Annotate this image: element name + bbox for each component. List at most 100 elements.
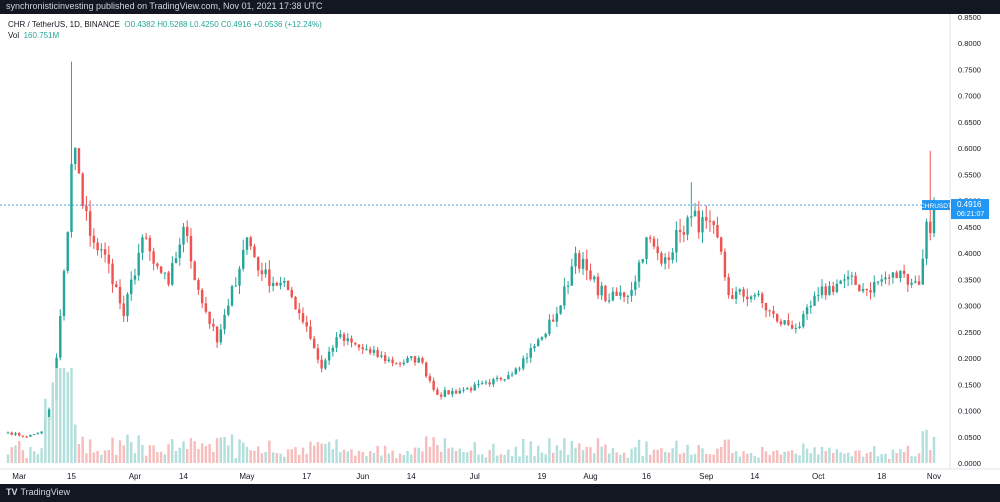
volume-bar (551, 452, 555, 463)
candle-body (410, 356, 413, 358)
candle-body (734, 291, 738, 299)
candle-body (368, 349, 372, 353)
volume-bar (436, 444, 439, 463)
candle-body (865, 288, 869, 290)
candle-body (159, 266, 163, 273)
price-chart[interactable]: 0.8500 0.8000 0.7500 0.7000 0.6500 0.6000 0.55… (0, 14, 1000, 484)
volume-bar (906, 445, 910, 463)
candle-body (152, 251, 155, 264)
candle-body (895, 272, 898, 279)
candle-body (566, 285, 570, 287)
candle-body (742, 289, 745, 297)
candle-body (424, 362, 428, 377)
volume-bar (44, 398, 47, 463)
volume-bar (798, 455, 801, 463)
volume-bar (507, 449, 510, 463)
candle-body (929, 221, 932, 234)
candle-body (902, 270, 906, 275)
volume-bar (522, 438, 525, 463)
candle-body (447, 390, 450, 395)
candle-body (312, 338, 316, 349)
candle-body (600, 285, 603, 296)
candle-body (309, 326, 312, 339)
candle-body (705, 217, 708, 221)
candle-body (469, 388, 473, 391)
candle-body (283, 280, 286, 283)
volume-bar (339, 451, 342, 463)
candle-body (395, 363, 398, 365)
volume-bar (589, 447, 592, 463)
candle-body (264, 269, 267, 275)
volume-bar (839, 452, 842, 463)
volume-bar (462, 451, 465, 463)
candle-body (495, 377, 499, 380)
candle-body (167, 272, 170, 285)
volume-bar (910, 456, 913, 463)
y-tick-label: 0.6500 (958, 118, 981, 127)
chart-legend: CHR / TetherUS, 1D, BINANCE O0.4382 H0.5… (8, 19, 322, 41)
candle-body (88, 211, 92, 236)
volume-bar (301, 447, 305, 463)
volume-bar (230, 434, 234, 463)
x-tick-label: Mar (12, 472, 26, 481)
volume-bar (787, 451, 790, 463)
volume-bar (402, 454, 406, 463)
volume-bar (335, 439, 338, 463)
candle-body (772, 310, 775, 314)
y-tick-label: 0.5500 (958, 170, 981, 179)
candle-body (17, 433, 21, 436)
volume-bar (604, 444, 607, 463)
candle-body (66, 232, 69, 271)
volume-bar (578, 443, 581, 463)
candle-body (820, 286, 824, 296)
x-tick-label: 18 (877, 472, 886, 481)
volume-bar (458, 448, 462, 463)
tradingview-logo[interactable]: TV TradingView (6, 487, 70, 497)
volume-bar (368, 451, 372, 463)
candle-body (141, 237, 144, 253)
price-tag-text: 0.4916 (957, 200, 982, 209)
volume-bar (932, 436, 936, 463)
candle-body (253, 246, 256, 258)
ticker-tag-text: CHRUSDT (920, 203, 952, 210)
candle-body (331, 347, 335, 352)
volume-bar (596, 438, 600, 463)
volume-bar (398, 453, 402, 463)
x-tick-label: May (239, 472, 254, 481)
x-tick-label: 17 (302, 472, 311, 481)
candle-body (637, 262, 641, 282)
volume-bar (215, 438, 219, 463)
volume-bar (570, 441, 574, 463)
volume-bar (178, 447, 181, 463)
tradingview-logo-icon: TV (6, 487, 18, 497)
volume-bar (88, 439, 92, 463)
candle-body (880, 279, 883, 282)
volume-bar (611, 448, 615, 463)
volume-bar (693, 453, 697, 463)
volume-bar (451, 447, 454, 463)
volume-bar (495, 455, 499, 463)
volume-bar (559, 450, 562, 463)
y-tick-label: 0.8000 (958, 39, 981, 48)
volume-bar (312, 445, 316, 463)
volume-bar (439, 451, 443, 463)
volume-bar (719, 446, 723, 463)
candle-body (753, 295, 756, 297)
candle-body (761, 293, 764, 303)
candle-body (746, 296, 749, 300)
volume-bar (607, 453, 611, 463)
candle-body (212, 323, 215, 327)
volume-bar (858, 450, 861, 463)
candle-body (466, 388, 469, 390)
volume-bar (70, 368, 73, 463)
candle-body (163, 272, 167, 274)
candle-body (118, 286, 122, 304)
volume-bar (279, 453, 282, 463)
symbol-label[interactable]: CHR / TetherUS, 1D, BINANCE (8, 20, 120, 29)
volume-bar (828, 447, 831, 463)
volume-bar (346, 451, 349, 463)
candle-body (604, 285, 607, 301)
volume-bar (473, 442, 476, 463)
candle-body (111, 263, 114, 285)
volume-bar (77, 444, 81, 463)
